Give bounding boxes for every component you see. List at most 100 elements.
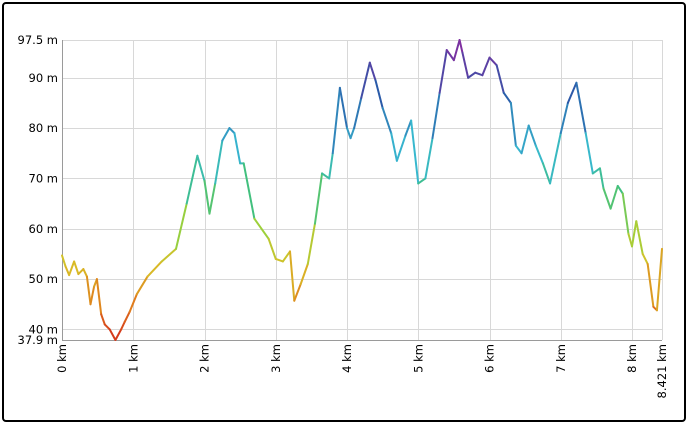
elevation-segment <box>160 247 178 263</box>
y-tick-label: 90 m <box>29 71 59 85</box>
elevation-segment <box>128 293 138 313</box>
y-tick-label: 97.5 m <box>18 33 58 47</box>
elevation-segment <box>331 86 341 155</box>
elevation-segment <box>520 124 530 155</box>
elevation-segment <box>404 119 413 137</box>
elevation-segment <box>123 310 131 323</box>
elevation-segment <box>281 250 292 263</box>
elevation-segment <box>646 262 655 308</box>
elevation-segment <box>61 254 67 268</box>
elevation-segment <box>495 64 505 94</box>
elevation-segment <box>267 237 277 260</box>
elevation-segment <box>467 71 477 79</box>
elevation-segment <box>438 49 448 94</box>
elevation-segment <box>196 154 206 182</box>
elevation-segment <box>85 275 92 306</box>
elevation-segment <box>584 132 594 175</box>
elevation-segment <box>89 285 96 306</box>
elevation-segment <box>146 260 163 278</box>
elevation-segment <box>114 328 123 341</box>
elevation-segment <box>417 177 427 185</box>
elevation-segment <box>253 217 270 240</box>
elevation-segment <box>527 124 537 147</box>
elevation-segment <box>274 257 284 263</box>
elevation-segment <box>390 132 398 162</box>
elevation-segment <box>221 127 231 142</box>
elevation-segment <box>100 313 106 326</box>
elevation-segment <box>410 119 420 185</box>
elevation-segment <box>566 81 578 104</box>
elevation-segment <box>641 252 649 265</box>
y-tick-label: 37.9 m <box>18 333 58 347</box>
y-tick-labels: 37.9 m40 m 50 m 60 m 70 m 80 m 90 m 97.5 m <box>18 33 58 347</box>
elevation-segment <box>381 106 393 135</box>
y-tick-label: 70 m <box>29 171 59 185</box>
elevation-segment <box>64 265 71 277</box>
elevation-segment <box>559 101 569 135</box>
elevation-segment <box>360 61 371 99</box>
elevation-segment <box>175 202 188 250</box>
elevation-segment <box>541 162 552 185</box>
elevation-segment <box>374 79 384 109</box>
elevation-segment <box>313 172 324 225</box>
x-tick-label: 1 km <box>126 344 140 373</box>
plot-axes <box>62 40 662 341</box>
elevation-segment <box>321 172 331 180</box>
elevation-segment <box>346 127 352 140</box>
grid-lines <box>62 40 663 340</box>
x-tick-label: 8.421 km <box>655 344 669 398</box>
elevation-segment <box>591 167 601 175</box>
elevation-segment <box>203 179 211 215</box>
elevation-segment <box>108 328 117 341</box>
elevation-segment <box>452 39 461 62</box>
elevation-segment <box>368 61 377 82</box>
y-tick-label: 60 m <box>29 222 59 236</box>
elevation-segment <box>598 167 605 190</box>
elevation-segment <box>509 101 517 147</box>
elevation-segment <box>655 247 663 312</box>
elevation-segment <box>575 81 587 135</box>
elevation-segment <box>289 250 296 302</box>
elevation-segment <box>621 192 630 235</box>
elevation-segment <box>353 96 363 130</box>
elevation-segment <box>77 268 85 276</box>
elevation-segment <box>602 187 612 210</box>
elevation-segment <box>214 139 224 185</box>
elevation-segment <box>474 71 484 77</box>
x-tick-label: 4 km <box>340 344 354 373</box>
x-tick-label: 6 km <box>483 344 497 373</box>
elevation-segment <box>120 320 126 331</box>
elevation-segment <box>242 162 256 220</box>
x-tick-label: 2 km <box>198 344 212 373</box>
x-tick-label: 8 km <box>625 344 639 373</box>
elevation-segment <box>95 278 103 316</box>
elevation-segment <box>328 152 334 180</box>
elevation-segment <box>299 262 309 286</box>
elevation-segment <box>135 275 149 296</box>
elevation-segment <box>534 144 544 165</box>
elevation-segment <box>185 154 199 205</box>
elevation-segment <box>445 49 455 62</box>
y-tick-label: 80 m <box>29 121 59 135</box>
x-tick-label: 5 km <box>411 344 425 373</box>
elevation-segment <box>514 144 523 155</box>
elevation-segment <box>103 323 111 331</box>
elevation-segment <box>616 184 624 195</box>
elevation-segment <box>338 86 349 130</box>
elevation-segment <box>431 91 441 140</box>
elevation-line <box>61 39 663 341</box>
elevation-segment <box>395 134 407 162</box>
elevation-segment <box>306 222 316 265</box>
x-tick-label: 3 km <box>269 344 283 373</box>
elevation-segment <box>458 39 464 54</box>
elevation-segment <box>549 132 562 185</box>
elevation-segment <box>635 220 644 255</box>
elevation-segment <box>82 268 88 278</box>
elevation-segment <box>228 127 236 135</box>
x-tick-label: 7 km <box>554 344 568 373</box>
elevation-segment <box>349 127 356 140</box>
elevation-segment <box>631 220 638 248</box>
elevation-segment <box>208 182 217 215</box>
